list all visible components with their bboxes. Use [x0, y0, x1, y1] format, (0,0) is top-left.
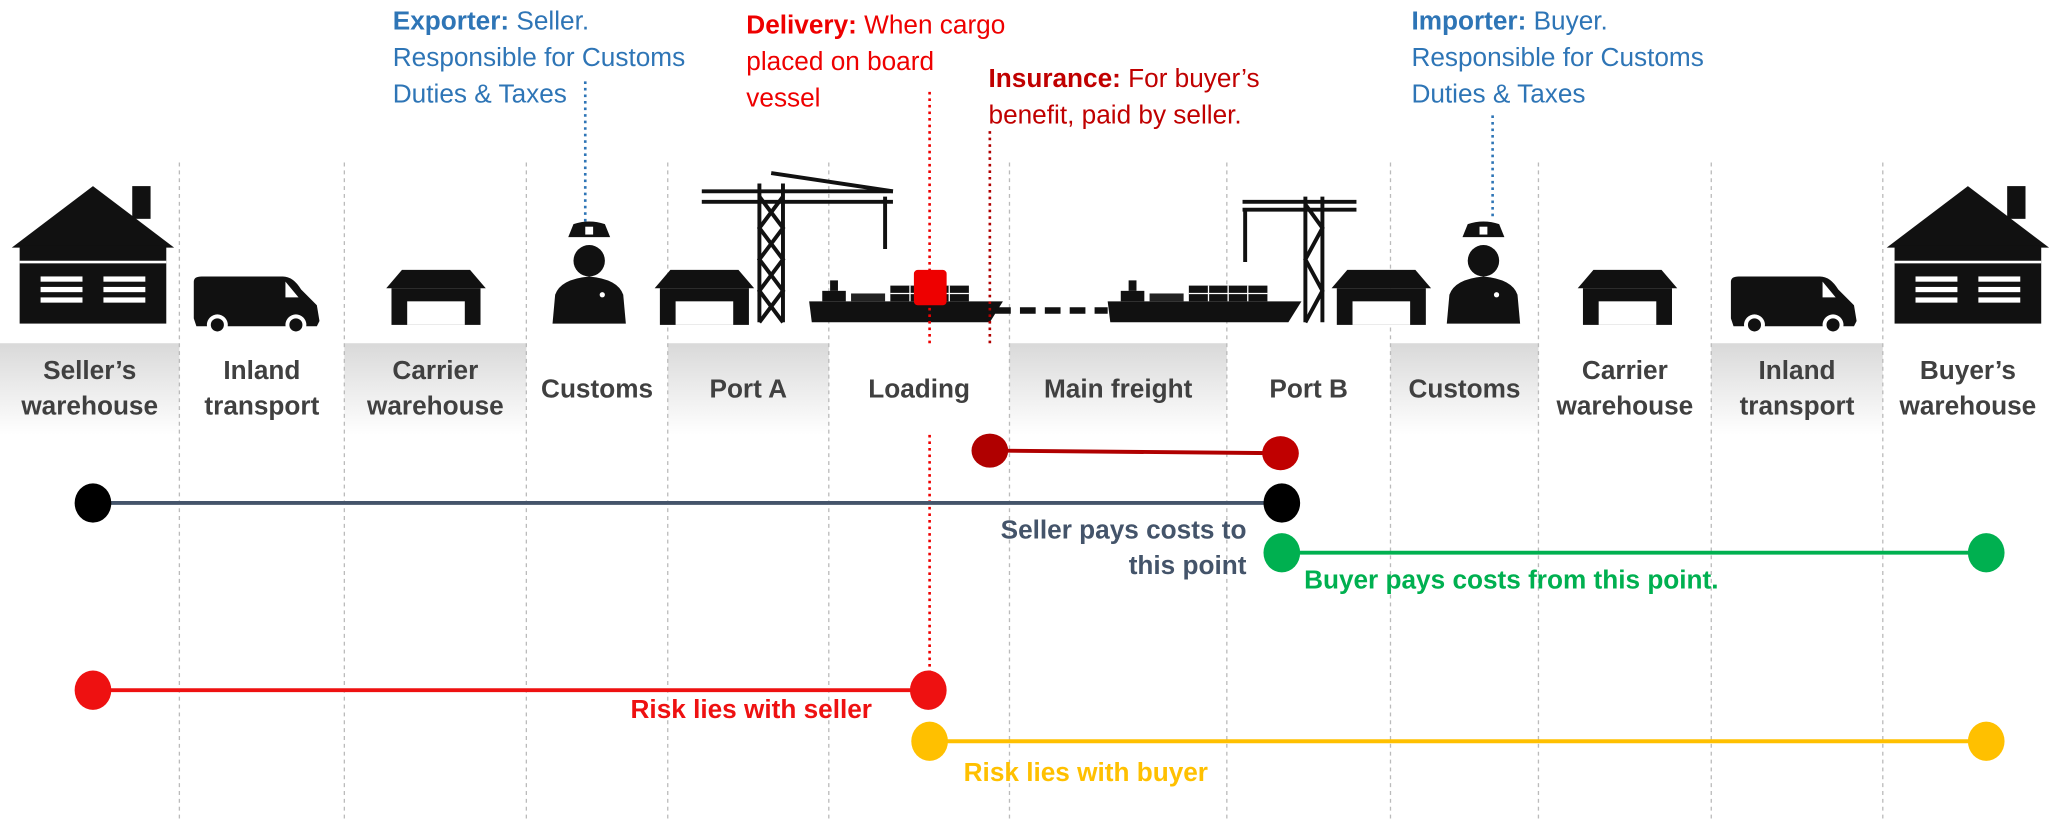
annotation-text: Buyer. — [1534, 5, 1608, 35]
annotations: Exporter: Seller. Responsible for Customs… — [393, 5, 1704, 129]
line-endpoint — [911, 722, 948, 761]
line-endpoint — [1263, 533, 1300, 572]
annotation-text: Duties & Taxes — [1411, 79, 1585, 109]
stage-bands: Seller’s warehouse Inland transport Carrier w… — [0, 163, 2036, 820]
annotation: Insurance: For buyer’s — [989, 63, 1260, 93]
stage-label: Buyer’s — [1920, 355, 2016, 385]
stage-label: Carrier — [1582, 355, 1668, 385]
stage-label: Port B — [1269, 373, 1348, 403]
stage-label: Inland — [223, 355, 300, 385]
insurance-line — [990, 451, 1281, 454]
stage-label: Loading — [868, 373, 970, 403]
stage-label: Inland — [1758, 355, 1835, 385]
line-endpoint — [75, 483, 112, 522]
icons — [12, 173, 2049, 335]
stage-label: transport — [204, 390, 319, 420]
line-endpoint — [1263, 483, 1300, 522]
annotation-text: placed on board — [746, 46, 934, 76]
stage-label: Seller’s — [43, 355, 136, 385]
annotation-heading: Delivery: — [746, 9, 857, 39]
stage-label: Customs — [541, 373, 653, 403]
stage-label: Main freight — [1044, 373, 1193, 403]
annotation-text: vessel — [746, 83, 820, 113]
annotation-text: Seller. — [516, 5, 589, 35]
annotation-text: For buyer’s — [1128, 63, 1259, 93]
stage-label: warehouse — [1555, 390, 1693, 420]
line-endpoint — [1968, 533, 2005, 572]
responsibility-label: Buyer pays costs from this point. — [1304, 564, 1718, 594]
annotation-text: benefit, paid by seller. — [989, 100, 1242, 130]
annotation: Importer: Buyer. — [1411, 5, 1607, 35]
stage-label: warehouse — [20, 390, 158, 420]
line-endpoint — [75, 671, 112, 710]
annotation-text: When cargo — [864, 9, 1005, 39]
responsibility-lines: Seller pays costs to this point Buyer pays… — [75, 434, 2005, 787]
stage-label: transport — [1740, 390, 1855, 420]
annotation-text: Duties & Taxes — [393, 79, 567, 109]
annotation: Delivery: When cargo — [746, 9, 1005, 39]
insurance-start — [972, 434, 1009, 468]
annotation-heading: Importer: — [1411, 5, 1526, 35]
stage-label: warehouse — [366, 390, 504, 420]
insurance-end — [1262, 436, 1299, 470]
annotation-text: Responsible for Customs — [393, 42, 685, 72]
responsibility-label: this point — [1129, 550, 1247, 580]
annotation: Exporter: Seller. — [393, 5, 589, 35]
annotation-heading: Exporter: — [393, 5, 509, 35]
annotation-text: Responsible for Customs — [1411, 42, 1703, 72]
stage-label: Carrier — [392, 355, 478, 385]
responsibility-label: Risk lies with seller — [631, 694, 872, 724]
page: { "stages": [ ["Seller’s", "warehouse"],… — [0, 0, 2053, 820]
stage-label: warehouse — [1899, 390, 2037, 420]
line-endpoint — [910, 671, 947, 710]
line-endpoint — [1968, 722, 2005, 761]
responsibility-label: Risk lies with buyer — [964, 757, 1208, 787]
stage-label: Port A — [709, 373, 787, 403]
stage-label: Customs — [1408, 373, 1520, 403]
responsibility-label: Seller pays costs to — [1001, 515, 1247, 545]
annotation-heading: Insurance: — [989, 63, 1121, 93]
diagram: Seller’s warehouse Inland transport Carrier w… — [0, 0, 2053, 820]
